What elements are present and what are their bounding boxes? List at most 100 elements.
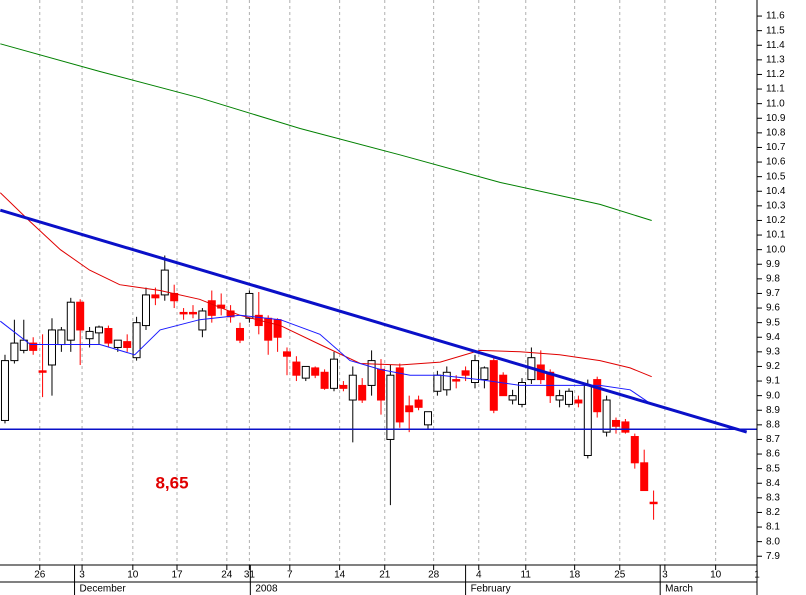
candle-body xyxy=(273,319,282,338)
x-tick-label: 10 xyxy=(710,570,722,581)
line-series xyxy=(0,43,652,221)
candle-body xyxy=(339,384,348,389)
y-tick-label: 8.2 xyxy=(766,507,780,518)
candle-body xyxy=(76,301,85,331)
candle-body xyxy=(104,327,113,344)
candle-body xyxy=(461,370,470,376)
y-tick-label: 9.7 xyxy=(766,288,780,299)
line-series xyxy=(0,192,652,378)
annotation: 8,65 xyxy=(155,473,188,492)
x-tick-label: 21 xyxy=(379,570,391,581)
y-tick-label: 11.6 xyxy=(766,11,785,22)
candle-body xyxy=(320,371,329,389)
candle-body xyxy=(442,371,451,391)
x-tick-label: 11 xyxy=(521,570,532,581)
candle-body xyxy=(132,322,141,359)
candle-body xyxy=(38,370,47,373)
y-tick-label: 11.3 xyxy=(766,54,785,65)
y-tick-label: 11.1 xyxy=(766,84,785,95)
y-tick-label: 9.1 xyxy=(766,376,780,387)
candle-body xyxy=(47,329,56,366)
x-tick-label: 10 xyxy=(127,570,139,581)
y-tick-label: 9.5 xyxy=(766,317,780,328)
y-tick-label: 9.6 xyxy=(766,303,780,314)
candle-body xyxy=(160,269,169,296)
candle-body xyxy=(649,501,658,505)
line-series xyxy=(0,314,652,405)
y-tick-label: 10.6 xyxy=(766,157,786,168)
candle-body xyxy=(414,399,423,408)
y-tick-label: 8.7 xyxy=(766,434,780,445)
candle-body xyxy=(452,379,461,382)
y-tick-label: 10.4 xyxy=(766,186,786,197)
candle-body xyxy=(583,384,592,457)
candle-body xyxy=(66,301,75,341)
x-tick-label: 24 xyxy=(221,570,233,581)
month-label: February xyxy=(471,584,511,595)
candle-body xyxy=(602,399,611,433)
candle-body xyxy=(348,374,357,401)
candle-body xyxy=(470,360,479,384)
x-tick-label: 1 xyxy=(754,570,760,581)
candle-body xyxy=(57,329,66,346)
candle-body xyxy=(10,342,19,362)
candle-body xyxy=(593,379,602,413)
candle-body xyxy=(433,374,442,392)
x-tick-label: 14 xyxy=(334,570,346,581)
y-tick-label: 8.5 xyxy=(766,463,780,474)
candle-body xyxy=(630,436,639,464)
candle-body xyxy=(508,395,517,401)
y-tick-label: 9.3 xyxy=(766,346,780,357)
candle-body xyxy=(405,405,414,413)
plot-area xyxy=(0,0,757,565)
line-series xyxy=(0,208,748,434)
candle-body xyxy=(621,421,630,433)
candle-body xyxy=(386,374,395,440)
month-label: 2008 xyxy=(255,584,278,595)
y-tick-label: 8.8 xyxy=(766,419,780,430)
candle-body xyxy=(640,462,649,492)
y-tick-label: 9.9 xyxy=(766,259,780,270)
candle-body xyxy=(207,300,216,316)
candle-body xyxy=(198,310,207,331)
x-tick-label: 18 xyxy=(569,570,581,581)
candle-body xyxy=(564,390,573,405)
candle-body xyxy=(574,399,583,404)
candle-body xyxy=(123,341,132,348)
y-tick-label: 9.4 xyxy=(766,332,780,343)
y-tick-label: 9.0 xyxy=(766,390,780,401)
y-tick-label: 10.1 xyxy=(766,230,786,241)
y-tick-label: 8.0 xyxy=(766,536,780,547)
y-tick-label: 9.8 xyxy=(766,273,780,284)
candle-body xyxy=(555,395,564,401)
y-tick-label: 8.4 xyxy=(766,478,780,489)
candle-body xyxy=(423,411,432,426)
candle-body xyxy=(188,311,197,315)
y-tick-label: 10.5 xyxy=(766,171,786,182)
candle-body xyxy=(301,365,310,379)
x-tick-label: 26 xyxy=(34,570,46,581)
x-tick-label: 3 xyxy=(662,570,668,581)
y-tick-label: 10.0 xyxy=(766,244,786,255)
candle-body xyxy=(292,361,301,376)
candle-body xyxy=(29,342,38,351)
x-tick-label: 25 xyxy=(614,570,626,581)
candle-body xyxy=(151,294,160,299)
candle-body xyxy=(0,360,9,421)
y-tick-label: 11.5 xyxy=(766,25,785,36)
candle-body xyxy=(245,292,254,319)
y-tick-label: 10.3 xyxy=(766,200,786,211)
candle-body xyxy=(141,294,150,327)
y-tick-label: 11.4 xyxy=(766,40,785,51)
candle-body xyxy=(367,360,376,386)
candle-body xyxy=(517,382,526,405)
x-tick-label: 17 xyxy=(171,570,183,581)
y-tick-label: 8.9 xyxy=(766,405,780,416)
candle-body xyxy=(480,367,489,381)
candle-body xyxy=(235,327,244,341)
y-tick-label: 10.8 xyxy=(766,127,786,138)
candle-body xyxy=(611,419,620,427)
